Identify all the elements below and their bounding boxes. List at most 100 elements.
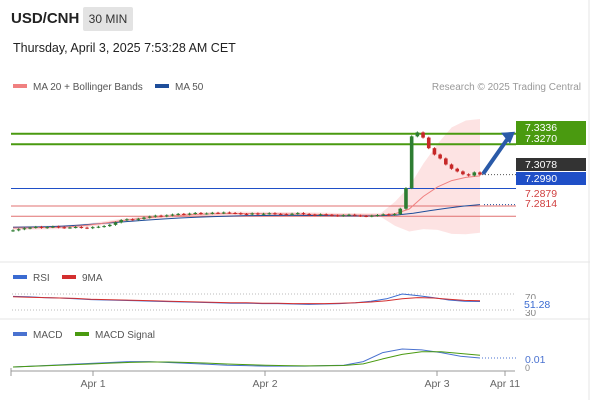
macd-path (12, 348, 481, 368)
candle-body (387, 214, 391, 216)
ma50-legend-swatch (155, 84, 169, 88)
rsi-ma-legend-label: 9MA (82, 273, 103, 284)
candle-body (381, 214, 385, 216)
candle-body (33, 226, 38, 228)
timestamp: Thursday, April 3, 2025 7:53:28 AM CET (13, 41, 236, 55)
candle-body (199, 212, 203, 214)
candle-body (210, 212, 215, 214)
symbol-title: USD/CNH (11, 10, 80, 27)
timeframe-button[interactable]: 30 MIN (83, 7, 133, 31)
candle-body (369, 215, 374, 217)
candle-body (375, 215, 380, 217)
macd-lines (12, 348, 516, 368)
candle-body (273, 213, 277, 215)
candle-body (358, 215, 363, 217)
candle-body (278, 213, 283, 215)
candle-body (170, 214, 175, 216)
candle-body (221, 212, 226, 214)
candle-body (455, 168, 460, 172)
time-axis-label: Apr 3 (424, 378, 449, 390)
candle-body (176, 213, 180, 215)
pivot-label-bg (516, 172, 586, 185)
candle-body (142, 217, 146, 219)
bollinger-band (13, 118, 480, 235)
macd-signal-legend-swatch (75, 332, 89, 336)
price-labels: 7.3336 7.3270 7.3078 7.2990 7.2879 7.281… (516, 121, 586, 210)
price-levels (11, 132, 516, 217)
candle-body (227, 212, 232, 214)
candle-body (478, 172, 482, 175)
candle-body (85, 227, 89, 229)
candle-body (415, 132, 420, 137)
rsi-legend-label: RSI (33, 273, 50, 284)
candle-body (466, 174, 471, 176)
candle-body (96, 226, 101, 228)
macd-signal-legend-label: MACD Signal (95, 330, 155, 341)
candle-body (204, 213, 209, 215)
candle-body (364, 215, 368, 217)
support-2-label: 7.2814 (525, 198, 557, 210)
candle-body (130, 219, 135, 221)
candle-body (102, 226, 106, 228)
candle-body (51, 226, 55, 228)
candle-body (438, 154, 442, 159)
rsi-value-bg (522, 299, 564, 310)
candle-body (244, 213, 249, 215)
candle-body (90, 227, 95, 229)
candle-body (233, 212, 237, 214)
candle-body (307, 214, 311, 216)
bollinger-band-area (13, 118, 480, 235)
macd-signal-path (12, 351, 481, 368)
candle-body (108, 224, 112, 227)
candle-body (392, 214, 397, 216)
macd-tick-0: 0 (525, 363, 530, 373)
rsi-tick-30: 30 (525, 308, 537, 319)
candle-body (352, 214, 357, 216)
copyright-text: Research © 2025 Trading Central (432, 82, 581, 93)
candle-body (16, 229, 21, 231)
candle-body (347, 214, 351, 216)
candle-body (68, 227, 72, 229)
chart-header: USD/CNH 30 MIN Thursday, April 3, 2025 7… (0, 0, 590, 70)
candle-body (409, 136, 414, 189)
candle-body (284, 214, 289, 216)
candle-body (159, 215, 163, 217)
candle-body (125, 219, 129, 221)
candle-body (187, 213, 192, 215)
support-1-label: 7.2879 (525, 188, 557, 200)
candle-body (239, 213, 243, 215)
time-axis-ticks: Apr 1 Apr 2 Apr 3 Apr 11 (10, 368, 520, 390)
rsi-tick-70: 70 (525, 293, 537, 304)
time-axis-label: Apr 2 (252, 378, 277, 390)
candle-body (119, 220, 124, 223)
candle-body (164, 215, 169, 217)
candle-body (472, 172, 477, 176)
candle-body (295, 213, 300, 215)
candle-body (404, 188, 408, 209)
candle-body (256, 213, 260, 215)
candle-body (113, 222, 118, 225)
candle-body (182, 213, 186, 215)
last-price-label-bg (516, 158, 586, 171)
candle-body (45, 227, 49, 229)
candle-body (73, 227, 78, 229)
macd-value-label: 0.01 (525, 354, 546, 366)
resistance-label-bg (516, 121, 586, 145)
candle-body (432, 148, 437, 155)
resistance-1-label: 7.3336 (525, 122, 557, 134)
candle-body (461, 171, 465, 175)
ma20-legend-label: MA 20 + Bollinger Bands (33, 82, 143, 93)
candle-body (426, 137, 431, 149)
candle-body (193, 212, 198, 214)
candle-body (216, 212, 220, 214)
ma50-legend-label: MA 50 (175, 82, 204, 93)
forecast-arrow (482, 131, 515, 175)
time-axis-label: Apr 1 (80, 378, 105, 390)
candle-body (335, 215, 340, 217)
candle-body (147, 216, 152, 218)
rsi-lines (12, 293, 481, 305)
candle-body (11, 230, 15, 232)
candle-body (39, 226, 44, 228)
candle-body (56, 226, 61, 228)
